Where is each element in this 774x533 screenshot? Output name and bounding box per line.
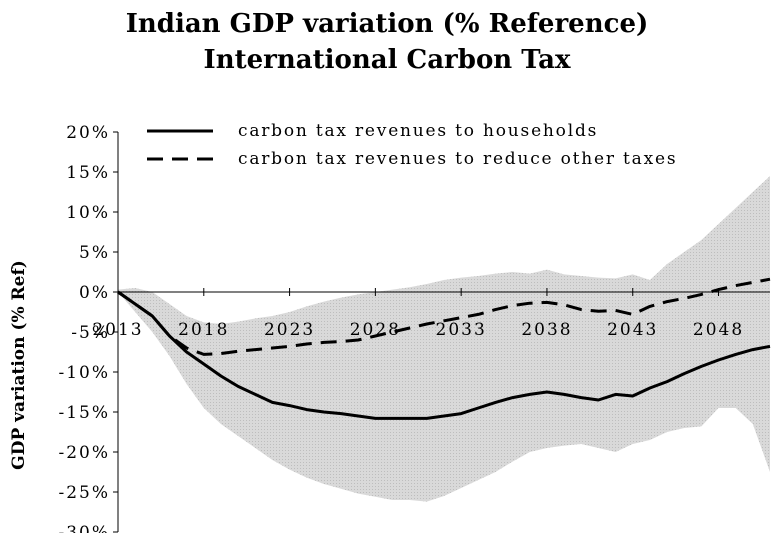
x-tick-labels: 2013 2018 2023 2028 2033 2038 2043 2048 xyxy=(92,320,744,340)
legend-label: carbon tax revenues to households xyxy=(238,121,598,141)
y-tick-label: 15% xyxy=(66,163,110,183)
y-tick-label: 5% xyxy=(79,243,110,263)
axes-layer xyxy=(113,131,770,533)
y-axis-title: GDP variation (% Ref) xyxy=(9,260,29,470)
chart-title-line2: International Carbon Tax xyxy=(203,45,571,75)
series-layer xyxy=(117,277,771,420)
x-tick-label: 2043 xyxy=(607,320,658,340)
x-tick-label: 2033 xyxy=(436,320,487,340)
x-tick-label: 2048 xyxy=(693,320,744,340)
legend: carbon tax revenues to households carbon … xyxy=(147,121,677,169)
y-tick-label: 20% xyxy=(66,123,110,143)
uncertainty-band xyxy=(118,176,770,502)
chart-title-line1: Indian GDP variation (% Reference) xyxy=(125,9,649,39)
x-tick-label: 2013 xyxy=(92,320,143,340)
y-tick-label: 0% xyxy=(79,283,110,303)
legend-label: carbon tax revenues to reduce other taxe… xyxy=(238,149,677,169)
y-tick-label: 10% xyxy=(66,203,110,223)
chart-title: Indian GDP variation (% Reference) Inter… xyxy=(0,6,774,78)
x-tick-label: 2038 xyxy=(521,320,572,340)
x-tick-label: 2028 xyxy=(350,320,401,340)
series-line-reduce-taxes xyxy=(117,277,771,356)
y-tick-label: -30% xyxy=(58,523,110,533)
uncertainty-band-layer xyxy=(118,176,770,502)
y-tick-label: -5% xyxy=(71,323,110,343)
x-tick-label: 2023 xyxy=(264,320,315,340)
y-tick-label: -25% xyxy=(58,483,110,503)
x-tick-label: 2018 xyxy=(178,320,229,340)
y-tick-label: -20% xyxy=(58,443,110,463)
y-tick-label: -10% xyxy=(58,363,110,383)
y-tick-label: -15% xyxy=(58,403,110,423)
y-tick-labels: 20% 15% 10% 5% 0% -5% -10% -15% -20% -25% -30% xyxy=(58,123,110,533)
series-line-households xyxy=(117,290,771,420)
